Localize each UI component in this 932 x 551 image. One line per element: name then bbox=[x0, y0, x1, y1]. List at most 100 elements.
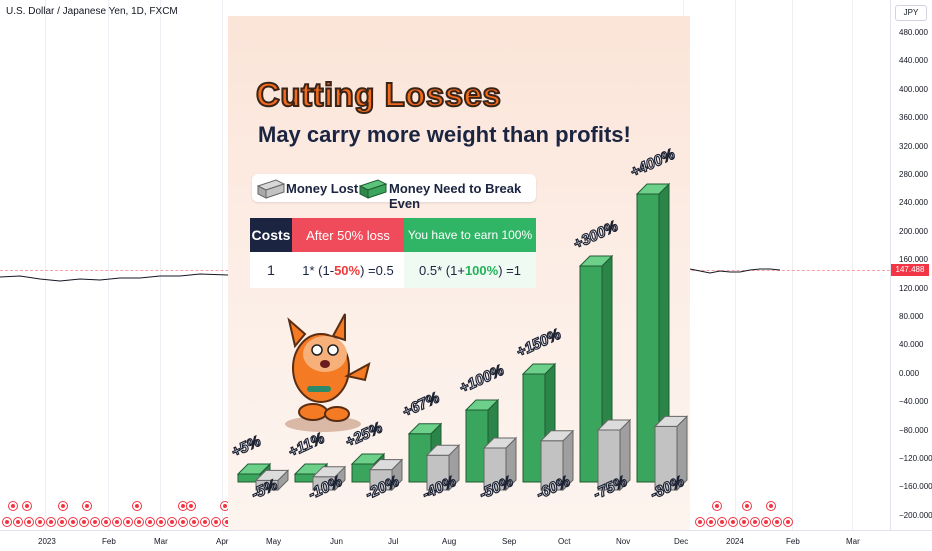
economic-event-marker[interactable] bbox=[167, 517, 177, 527]
economic-event-marker[interactable] bbox=[772, 517, 782, 527]
break-even-bar bbox=[464, 399, 500, 411]
symbol-title: U.S. Dollar / Japanese Yen, 1D, FXCM bbox=[6, 6, 178, 17]
price-tick: 0.000 bbox=[899, 368, 920, 378]
economic-event-marker[interactable] bbox=[783, 517, 793, 527]
price-tick: −200.000 bbox=[899, 510, 932, 520]
economic-event-marker[interactable] bbox=[2, 517, 12, 527]
economic-event-marker[interactable] bbox=[211, 517, 221, 527]
economic-event-marker[interactable] bbox=[750, 517, 760, 527]
economic-event-marker[interactable] bbox=[186, 501, 196, 511]
time-tick: Jun bbox=[330, 537, 343, 546]
economic-event-marker[interactable] bbox=[79, 517, 89, 527]
economic-event-marker[interactable] bbox=[90, 517, 100, 527]
economic-event-marker[interactable] bbox=[728, 517, 738, 527]
loss-bar bbox=[653, 415, 689, 427]
economic-event-marker[interactable] bbox=[132, 501, 142, 511]
economic-event-marker[interactable] bbox=[8, 501, 18, 511]
economic-event-marker[interactable] bbox=[46, 517, 56, 527]
economic-event-marker[interactable] bbox=[101, 517, 111, 527]
break-even-bar bbox=[635, 183, 671, 195]
price-tick: −40.000 bbox=[899, 397, 929, 407]
infographic-title: Cutting Losses bbox=[255, 75, 502, 114]
table-cell-earn: 0.5* (1+ 100%) =1 bbox=[404, 252, 536, 288]
price-tick: −80.000 bbox=[899, 425, 929, 435]
price-tick: 400.000 bbox=[899, 84, 928, 94]
time-tick: Jul bbox=[388, 537, 399, 546]
economic-event-marker[interactable] bbox=[761, 517, 771, 527]
time-tick: Aug bbox=[442, 537, 457, 546]
time-tick: Feb bbox=[102, 537, 116, 546]
economic-event-marker[interactable] bbox=[695, 517, 705, 527]
price-series bbox=[0, 268, 781, 282]
time-axis[interactable]: 2023 Feb Mar Apr May Jun Jul Aug Sep Oct Nov Dec 202… bbox=[0, 530, 932, 551]
time-tick: 2023 bbox=[38, 537, 56, 546]
economic-event-marker[interactable] bbox=[742, 501, 752, 511]
price-tick: 320.000 bbox=[899, 141, 928, 151]
economic-event-marker[interactable] bbox=[178, 517, 188, 527]
break-even-bar bbox=[407, 423, 443, 435]
last-price-label: 147.488 bbox=[891, 264, 929, 276]
currency-button[interactable]: JPY bbox=[895, 5, 927, 21]
economic-event-marker[interactable] bbox=[24, 517, 34, 527]
economic-event-marker[interactable] bbox=[706, 517, 716, 527]
price-tick: 360.000 bbox=[899, 113, 928, 123]
bars-svg bbox=[236, 182, 689, 492]
economic-event-marker[interactable] bbox=[68, 517, 78, 527]
economic-event-marker[interactable] bbox=[200, 517, 210, 527]
mascot-illustration bbox=[285, 313, 371, 432]
loss-bar bbox=[539, 430, 575, 442]
time-tick: Mar bbox=[154, 537, 168, 546]
economic-event-marker[interactable] bbox=[57, 517, 67, 527]
formula-text: ) =1 bbox=[498, 262, 521, 278]
economic-event-marker[interactable] bbox=[145, 517, 155, 527]
formula-text: 1* (1- bbox=[302, 262, 335, 278]
break-even-money-icon bbox=[358, 179, 388, 199]
grid-line bbox=[160, 0, 161, 530]
loss-bar bbox=[596, 419, 632, 431]
break-even-bar bbox=[578, 255, 614, 267]
grid-line bbox=[222, 0, 223, 530]
economic-event-marker[interactable] bbox=[717, 517, 727, 527]
time-tick: Apr bbox=[216, 537, 229, 546]
economic-event-marker[interactable] bbox=[35, 517, 45, 527]
price-tick: 160.000 bbox=[899, 255, 928, 265]
price-tick: 480.000 bbox=[899, 28, 928, 37]
price-tick: −120.000 bbox=[899, 454, 932, 463]
grid-line bbox=[735, 0, 736, 530]
grid-line bbox=[852, 0, 853, 530]
loss-bar bbox=[311, 466, 347, 478]
economic-event-marker[interactable] bbox=[766, 501, 776, 511]
economic-event-marker[interactable] bbox=[712, 501, 722, 511]
economic-event-marker[interactable] bbox=[82, 501, 92, 511]
time-tick: Dec bbox=[674, 537, 689, 546]
table-cell-after-loss: 1* (1- 50%) =0.5 bbox=[292, 252, 404, 288]
price-tick: −160.000 bbox=[899, 482, 932, 492]
table-cell-cost: 1 bbox=[250, 252, 292, 288]
economic-event-marker[interactable] bbox=[134, 517, 144, 527]
economic-event-marker[interactable] bbox=[123, 517, 133, 527]
price-tick: 120.000 bbox=[899, 283, 928, 293]
time-tick: Nov bbox=[616, 537, 631, 546]
economic-event-marker[interactable] bbox=[13, 517, 23, 527]
economic-event-marker[interactable] bbox=[112, 517, 122, 527]
economic-event-marker[interactable] bbox=[22, 501, 32, 511]
economic-event-marker[interactable] bbox=[156, 517, 166, 527]
price-tick: 280.000 bbox=[899, 170, 928, 179]
formula-highlight: 100% bbox=[464, 262, 499, 278]
economic-event-marker[interactable] bbox=[739, 517, 749, 527]
time-tick: Oct bbox=[558, 537, 571, 546]
loss-bar bbox=[368, 459, 404, 471]
legend-break-even: Money Need to Break Even bbox=[389, 181, 522, 211]
formula-text: 0.5* (1+ bbox=[419, 262, 465, 278]
money-lost-icon bbox=[256, 179, 286, 199]
economic-event-marker[interactable] bbox=[58, 501, 68, 511]
economic-event-marker[interactable] bbox=[189, 517, 199, 527]
time-tick: Mar bbox=[846, 537, 860, 546]
price-tick: 40.000 bbox=[899, 340, 924, 350]
legend-money-lost: Money Lost bbox=[286, 181, 359, 196]
table-header-costs: Costs bbox=[250, 218, 292, 252]
time-tick: 2024 bbox=[726, 537, 744, 546]
table-header-after-loss: After 50% loss bbox=[292, 218, 404, 252]
grid-line bbox=[792, 0, 793, 530]
cost-table: Costs After 50% loss You have to earn 10… bbox=[250, 218, 536, 288]
